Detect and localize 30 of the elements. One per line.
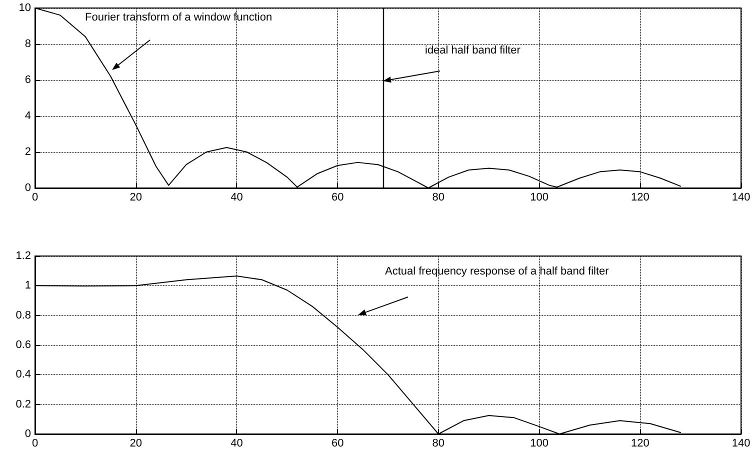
x-tick-label: 120 xyxy=(630,192,650,204)
x-tick-label: 80 xyxy=(432,438,445,450)
x-tick-label: 100 xyxy=(530,438,548,450)
x-tick-label: 100 xyxy=(530,192,548,204)
x-tick-label: 20 xyxy=(130,192,142,204)
y-tick-label: 0.4 xyxy=(16,368,31,381)
x-tick-label: 140 xyxy=(732,438,750,450)
y-tick-label: 0 xyxy=(24,182,31,194)
y-tick-label: 6 xyxy=(24,74,31,86)
y-tick-label: 0.2 xyxy=(16,398,31,410)
y-tick-label: 2 xyxy=(24,146,31,158)
y-tick-label: 0.6 xyxy=(16,339,31,351)
x-tick-label: 120 xyxy=(630,438,650,450)
x-tick-label: 20 xyxy=(130,438,142,450)
y-tick-label: 1 xyxy=(24,280,31,292)
annotation: Fourier transform of a window function xyxy=(85,12,272,24)
y-tick-label: 10 xyxy=(18,2,31,14)
x-tick-label: 40 xyxy=(230,192,243,204)
x-tick-label: 140 xyxy=(732,192,750,204)
y-tick-label: 1.2 xyxy=(16,250,31,262)
annotation: ideal half band filter xyxy=(425,44,521,56)
x-tick-label: 60 xyxy=(331,192,344,204)
x-tick-label: 80 xyxy=(432,192,445,204)
y-tick-label: 4 xyxy=(24,110,31,122)
y-tick-label: 8 xyxy=(24,38,31,50)
x-tick-label: 60 xyxy=(331,438,344,450)
y-tick-label: 0 xyxy=(24,428,31,440)
annotation: Actual frequency response of a half band filter xyxy=(385,266,610,278)
x-tick-label: 40 xyxy=(230,438,243,450)
y-tick-label: 0.8 xyxy=(16,309,31,322)
